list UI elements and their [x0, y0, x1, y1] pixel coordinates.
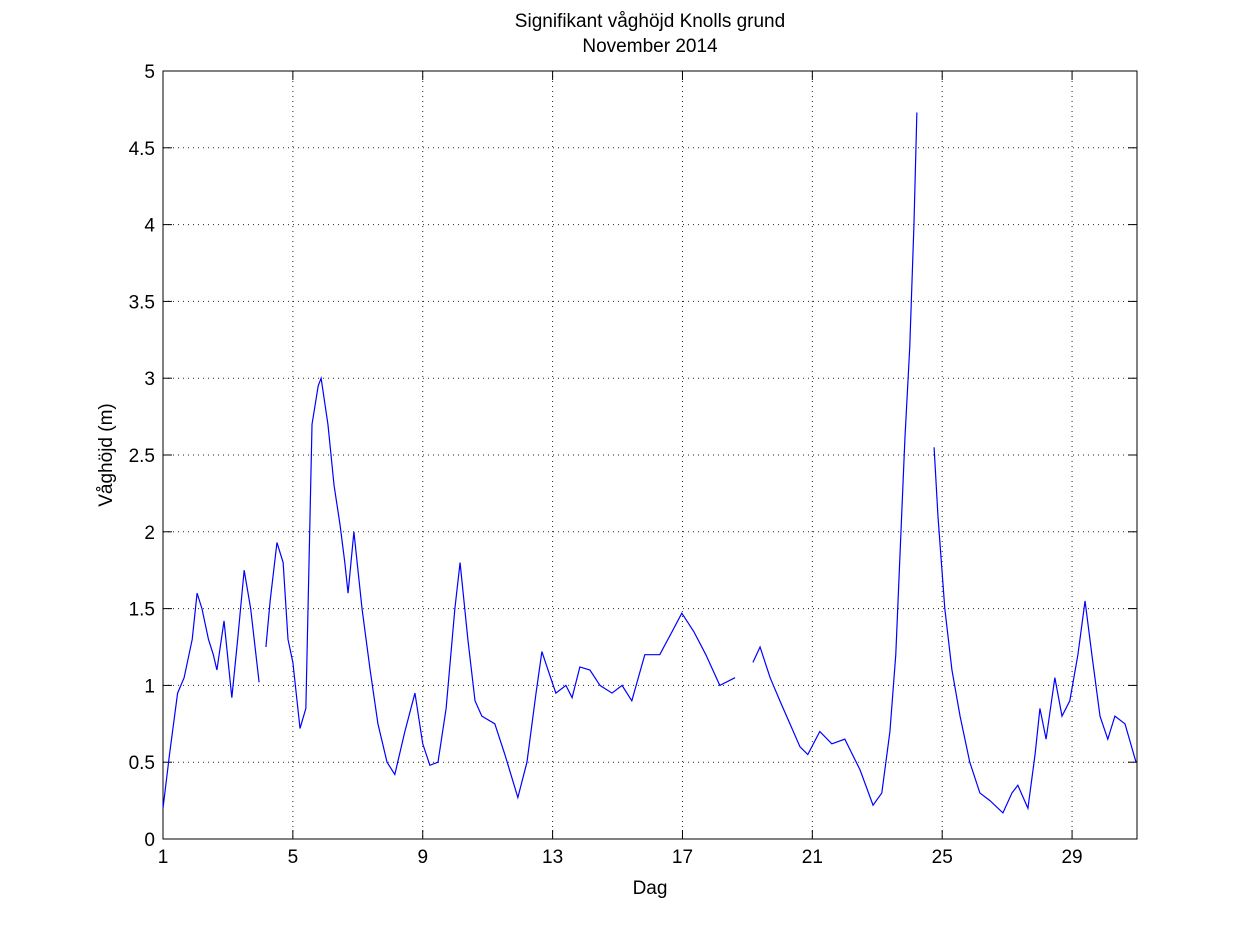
y-tick-label: 2.5 [129, 446, 155, 467]
x-tick-label: 9 [417, 847, 428, 868]
y-tick-label: 0 [144, 830, 155, 851]
y-tick-label: 2 [144, 523, 155, 544]
chart-subtitle: November 2014 [582, 36, 718, 57]
x-tick-label: 17 [672, 847, 693, 868]
y-tick-label: 1 [144, 676, 155, 697]
x-tick-label: 25 [932, 847, 953, 868]
x-tick-label: 13 [542, 847, 563, 868]
x-axis-label: Dag [633, 878, 668, 899]
plot-frame [162, 70, 1138, 840]
chart-title: Signifikant våghöjd Knolls grund [515, 11, 785, 32]
x-tick-label: 21 [802, 847, 823, 868]
y-tick-label: 1.5 [129, 600, 155, 621]
y-tick-label: 3.5 [129, 292, 155, 313]
x-tick-label: 5 [288, 847, 299, 868]
y-tick-label: 3 [144, 369, 155, 390]
y-tick-label: 4.5 [129, 139, 155, 160]
y-tick-label: 5 [144, 62, 155, 83]
x-tick-label: 1 [158, 847, 169, 868]
y-axis-label: Våghöjd (m) [96, 403, 117, 507]
data-line [162, 112, 1137, 814]
y-tick-label: 4 [144, 216, 155, 237]
y-tick-label: 0.5 [129, 753, 155, 774]
x-tick-label: 29 [1061, 847, 1082, 868]
